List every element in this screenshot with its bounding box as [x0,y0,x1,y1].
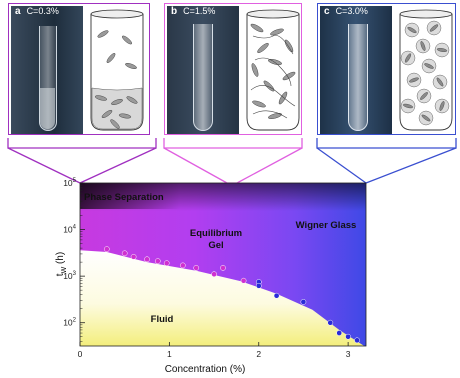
y-tick-label: 104 [63,225,76,235]
data-point-series-1 [121,250,128,257]
y-axis-label: tW (h) [55,252,68,276]
data-point-series-2 [336,330,343,336]
data-point-series-1 [144,256,150,263]
panel-a-label: a C=0.3% [15,6,59,17]
data-point-series-2 [345,333,351,340]
data-point-series-1 [179,262,186,269]
panel-c-letter: c [324,6,330,17]
y-tick-label: 102 [63,318,76,328]
panel-b-photo [167,6,239,134]
data-point-series-2 [300,299,307,305]
y-axis-label-unit: (h) [55,252,66,267]
panel-a-letter: a [15,6,21,17]
panel-c-sketch [399,9,453,131]
panel-a-concentration: C=0.3% [26,6,59,16]
x-tick-label: 3 [346,349,351,359]
plot-frame [79,182,367,347]
data-point-series-1 [193,265,200,271]
region-label-gel-line1: Equilibrium [190,228,242,239]
plot-background [80,183,366,346]
axes: 0 1 2 3 102 103 104 105 [63,178,351,359]
y-tick-label: 105 [63,178,76,188]
sediment-icon [40,88,55,129]
panel-c-label: c C=3.0% [324,6,368,17]
y-axis-label-symbol: t [55,273,66,276]
data-point-series-2 [354,337,360,344]
data-point-series-2 [327,319,334,326]
panel-c-photo [320,6,392,134]
region-label-phase-separation: Phase Separation [84,192,164,203]
data-point-series-2 [255,282,262,289]
panel-a-sketch [90,9,144,131]
panel-a-photo [11,6,83,134]
panel-connectors [7,138,457,193]
data-point-series-1 [154,258,161,264]
x-tick-label: 0 [78,349,83,359]
region-label-wigner-glass: Wigner Glass [296,220,357,231]
data-points [103,246,360,344]
region-label-gel-line2: Gel [208,240,223,251]
panel-c: c C=3.0% [317,3,456,135]
region-label-fluid: Fluid [151,314,174,325]
data-point-series-1 [130,253,137,260]
test-tube-icon [193,24,213,131]
data-point-series-1 [103,246,110,252]
data-point-series-1 [240,277,247,284]
panel-b-concentration: C=1.5% [183,6,216,16]
panel-a: a C=0.3% [8,3,150,135]
data-point-series-1 [211,271,217,278]
x-axis-label: Concentration (%) [165,364,246,375]
panel-b-label: b C=1.5% [171,6,215,17]
panel-b-sketch [246,9,300,131]
data-point-series-1 [220,265,226,271]
y-tick-label: 103 [63,271,76,281]
panel-b-letter: b [171,6,178,17]
data-point-series-1 [163,260,170,267]
x-tick-label: 1 [167,349,172,359]
y-axis-label-subscript: W [61,266,68,273]
panel-c-concentration: C=3.0% [335,6,368,16]
data-point-series-2 [273,292,280,299]
panel-b: b C=1.5% [164,3,302,135]
x-tick-label: 2 [256,349,261,359]
test-tube-icon [348,24,368,131]
fluid-region [80,250,366,346]
